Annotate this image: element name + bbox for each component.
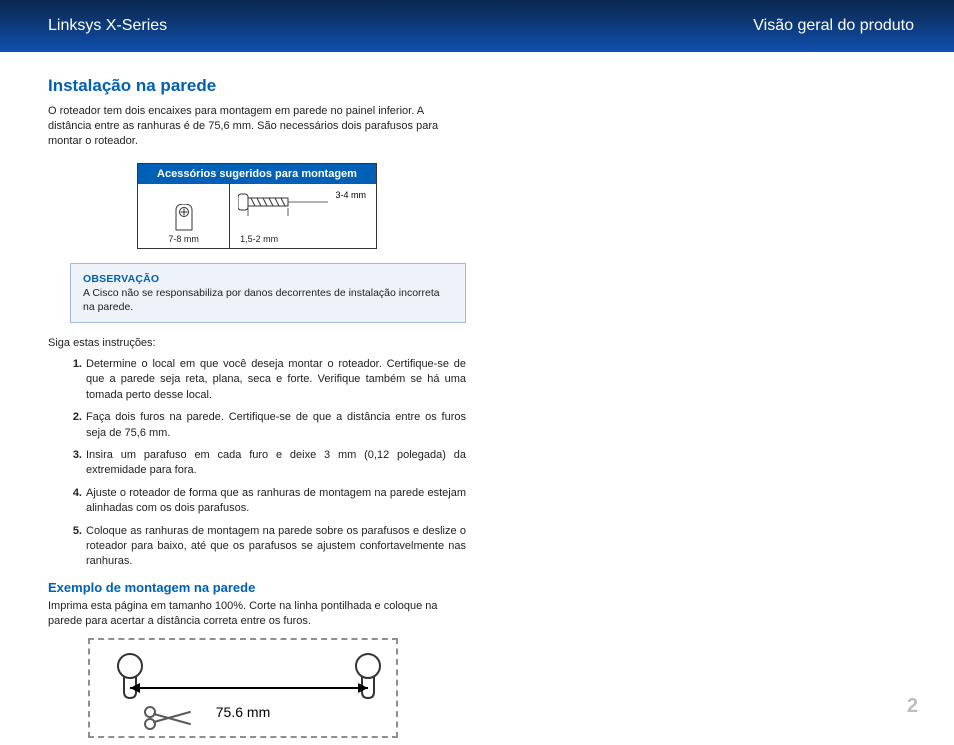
page-body: Instalação na parede O roteador tem dois… bbox=[0, 52, 954, 738]
section-title: Instalação na parede bbox=[48, 76, 466, 96]
step-item: 2.Faça dois furos na parede. Certifique-… bbox=[72, 410, 466, 441]
page-number: 2 bbox=[907, 695, 918, 718]
intro-paragraph: O roteador tem dois encaixes para montag… bbox=[48, 104, 466, 149]
hardware-table-header: Acessórios sugeridos para montagem bbox=[138, 164, 376, 184]
step-item: 3.Insira um parafuso em cada furo e deix… bbox=[72, 448, 466, 479]
step-text: Coloque as ranhuras de montagem na pared… bbox=[86, 525, 466, 568]
step-text: Ajuste o roteador de forma que as ranhur… bbox=[86, 487, 466, 514]
dim-tip-label: 3-4 mm bbox=[335, 190, 366, 200]
note-box: OBSERVAÇÃO A Cisco não se responsabiliza… bbox=[70, 263, 466, 324]
step-item: 5.Coloque as ranhuras de montagem na par… bbox=[72, 524, 466, 570]
step-item: 4.Ajuste o roteador de forma que as ranh… bbox=[72, 486, 466, 517]
step-text: Faça dois furos na parede. Certifique-se… bbox=[86, 411, 466, 438]
page-header: Linksys X-Series Visão geral do produto bbox=[0, 0, 954, 52]
hardware-cell-screw-side: 3-4 mm 1,5-2 mm bbox=[230, 184, 376, 248]
example-heading: Exemplo de montagem na parede bbox=[48, 580, 466, 595]
hardware-table-body: 7-8 mm 3-4 mm bbox=[138, 184, 376, 248]
instructions-lead: Siga estas instruções: bbox=[48, 337, 466, 349]
dim-head-label: 7-8 mm bbox=[168, 234, 199, 244]
instructions-list: 1.Determine o local em que você deseja m… bbox=[48, 357, 466, 570]
step-text: Insira um parafuso em cada furo e deixe … bbox=[86, 449, 466, 476]
step-item: 1.Determine o local em que você deseja m… bbox=[72, 357, 466, 403]
template-svg bbox=[90, 640, 400, 740]
header-product: Linksys X-Series bbox=[48, 17, 167, 35]
screw-head-icon bbox=[173, 204, 195, 234]
example-text: Imprima esta página em tamanho 100%. Cor… bbox=[48, 599, 466, 629]
note-title: OBSERVAÇÃO bbox=[83, 272, 453, 286]
note-body: A Cisco não se responsabiliza por danos … bbox=[83, 287, 440, 313]
template-distance: 75.6 mm bbox=[90, 704, 396, 720]
dim-thread-label: 1,5-2 mm bbox=[240, 234, 278, 244]
hardware-table: Acessórios sugeridos para montagem 7-8 m… bbox=[137, 163, 377, 249]
step-text: Determine o local em que você deseja mon… bbox=[86, 358, 466, 401]
wall-mount-template: 75.6 mm bbox=[88, 638, 398, 738]
hardware-cell-screw-head: 7-8 mm bbox=[138, 184, 230, 248]
header-section: Visão geral do produto bbox=[753, 17, 914, 35]
left-column: Instalação na parede O roteador tem dois… bbox=[48, 76, 466, 738]
